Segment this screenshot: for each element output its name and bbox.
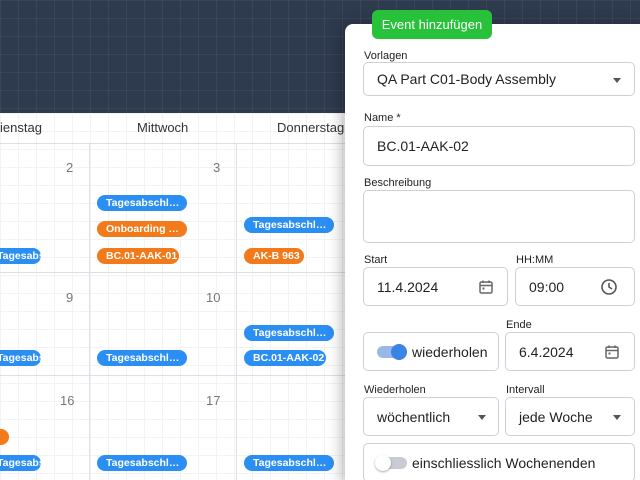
description-label: Beschreibung	[364, 177, 432, 189]
calendar-icon[interactable]	[478, 279, 494, 295]
start-value: 11.4.2024	[377, 278, 439, 295]
repeat-toggle-label: wiederholen	[412, 344, 488, 360]
event-pill[interactable]: Tagesabschl…	[97, 350, 187, 366]
start-date-input[interactable]: 11.4.2024	[363, 267, 508, 306]
event-pill[interactable]: Tagesabschl…	[244, 325, 334, 341]
toggle-knob	[391, 344, 407, 360]
chevron-down-icon	[478, 415, 486, 420]
grid-line	[0, 375, 350, 376]
grid-line	[0, 272, 350, 273]
templates-label: Vorlagen	[364, 50, 408, 62]
event-pill[interactable]: Tagesabschl…	[0, 455, 41, 471]
end-label: Ende	[506, 319, 532, 331]
weekends-toggle-container[interactable]: einschliesslich Wochenenden	[363, 443, 635, 480]
event-pill[interactable]: Tagesabschl…	[0, 350, 41, 366]
grid-line	[89, 143, 90, 480]
event-pill[interactable]: AK-B 963	[244, 248, 304, 264]
repeat-label: Wiederholen	[364, 384, 426, 396]
event-pill[interactable]: BC.01-AAK-01	[97, 248, 179, 264]
event-pill[interactable]: Tagesabschl…	[244, 217, 334, 233]
templates-select[interactable]: QA Part C01-Body Assembly	[363, 62, 635, 96]
calendar-icon[interactable]	[604, 344, 620, 360]
event-pill[interactable]: Tagesabschl…	[0, 248, 41, 264]
end-value: 6.4.2024	[519, 343, 574, 360]
day-number: 10	[206, 290, 221, 305]
event-pill[interactable]: Onboarding …	[97, 221, 187, 237]
repeat-toggle-container[interactable]: wiederholen	[363, 332, 499, 371]
templates-value: QA Part C01-Body Assembly	[377, 71, 556, 87]
interval-label: Intervall	[506, 384, 545, 396]
day-header-tuesday: ienstag	[0, 120, 42, 135]
chevron-down-icon	[613, 415, 621, 420]
clock-icon[interactable]	[600, 278, 618, 296]
weekends-toggle-label: einschliesslich Wochenenden	[412, 455, 596, 471]
end-date-input[interactable]: 6.4.2024	[505, 332, 635, 371]
day-number: 3	[213, 160, 221, 175]
day-number: 2	[66, 160, 74, 175]
day-number: 17	[206, 393, 221, 408]
day-number: 9	[66, 290, 74, 305]
day-header-thursday: Donnerstag	[277, 120, 345, 135]
event-pill[interactable]: Tagesabschl…	[97, 455, 187, 471]
day-number: 16	[60, 393, 75, 408]
interval-select[interactable]: jede Woche	[505, 397, 635, 436]
name-value: BC.01-AAK-02	[377, 138, 469, 154]
event-pill[interactable]: BC.01-AAK-02	[244, 350, 326, 366]
event-pill[interactable]: Tagesabschl…	[244, 455, 334, 471]
description-input[interactable]	[363, 190, 635, 243]
toggle-knob	[375, 455, 391, 471]
start-label: Start	[364, 254, 388, 266]
event-pill[interactable]	[0, 429, 9, 445]
name-label: Name *	[364, 112, 401, 124]
time-label: HH:MM	[516, 254, 554, 266]
grid-line	[0, 143, 350, 144]
name-input[interactable]: BC.01-AAK-02	[363, 126, 635, 166]
interval-value: jede Woche	[519, 408, 593, 425]
time-value: 09:00	[529, 278, 565, 295]
repeat-value: wöchentlich	[377, 408, 451, 425]
event-pill[interactable]: Tagesabschl…	[97, 195, 187, 211]
repeat-select[interactable]: wöchentlich	[363, 397, 499, 436]
add-event-button[interactable]: Event hinzufügen	[372, 10, 492, 39]
chevron-down-icon	[613, 78, 621, 83]
time-input[interactable]: 09:00	[515, 267, 635, 306]
grid-line	[236, 143, 237, 480]
day-header-wednesday: Mittwoch	[137, 120, 189, 135]
